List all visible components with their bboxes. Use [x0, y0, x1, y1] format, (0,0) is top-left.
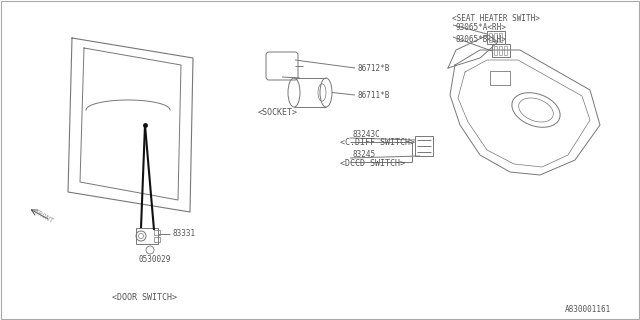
Text: A830001161: A830001161 [565, 306, 611, 315]
Text: 83245: 83245 [352, 149, 375, 158]
Text: <DCCD SWITCH>: <DCCD SWITCH> [340, 158, 405, 167]
Bar [415, 136, 433, 156]
Bar [154, 237, 160, 242]
Bar [489, 33, 492, 42]
Text: 86712*B: 86712*B [357, 63, 389, 73]
Text: 0530029: 0530029 [138, 255, 170, 265]
Bar [494, 46, 497, 55]
Text: FRONT: FRONT [33, 209, 54, 225]
Text: 93065*A<RH>: 93065*A<RH> [455, 22, 506, 31]
Bar [487, 31, 505, 44]
Text: <DOOR SWITCH>: <DOOR SWITCH> [112, 293, 177, 302]
Bar [492, 44, 510, 57]
Bar [504, 46, 507, 55]
Text: 86711*B: 86711*B [357, 91, 389, 100]
Text: 83243C: 83243C [352, 130, 380, 139]
Text: 83065*B<LH>: 83065*B<LH> [455, 35, 506, 44]
Text: <SEAT HEATER SWITH>: <SEAT HEATER SWITH> [452, 13, 540, 22]
Bar [136, 228, 158, 244]
Text: <C.DIFF SWITCH>: <C.DIFF SWITCH> [340, 138, 415, 147]
Bar [154, 230, 160, 235]
Text: 83331: 83331 [172, 229, 195, 238]
Bar [499, 46, 502, 55]
Bar [499, 33, 502, 42]
Text: <SOCKET>: <SOCKET> [258, 108, 298, 116]
Bar [490, 71, 510, 85]
Bar [494, 33, 497, 42]
